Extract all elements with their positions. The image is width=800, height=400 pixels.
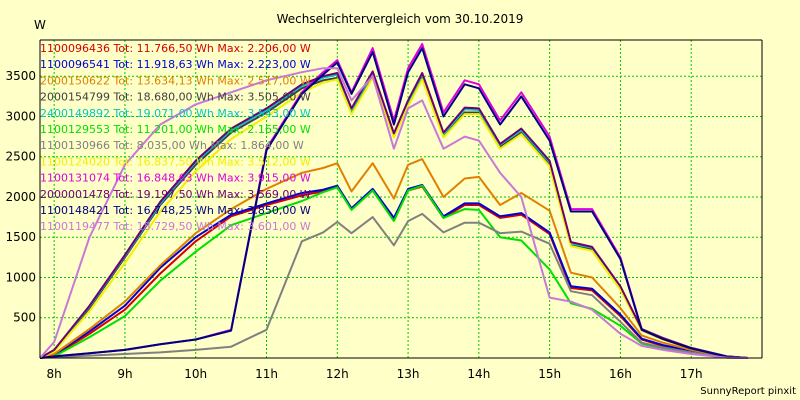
- legend-entry-1100129553: 1100129553 Tot: 11.201,00 Wh Max: 2.165,…: [40, 123, 311, 136]
- series-line-1100129553: [39, 184, 748, 359]
- series-line-2000001478: [39, 70, 748, 359]
- legend-entry-2000154799: 2000154799 Tot: 18.680,00 Wh Max: 3.505,…: [40, 91, 311, 104]
- x-tick-label: 13h: [397, 367, 420, 381]
- x-tick-label: 17h: [680, 367, 703, 381]
- series-line-1100148421: [39, 47, 748, 359]
- legend-entry-1100119477: 1100119477 Tot: 18.729,50 Wh Max: 3.601,…: [40, 220, 311, 233]
- x-tick-label: 16h: [609, 367, 632, 381]
- footer-credit: SunnyReport pinxit: [700, 386, 796, 397]
- chart-title: Wechselrichtervergleich vom 30.10.2019: [277, 12, 524, 26]
- x-axis-ticks: 8h 9h 10h 11h 12h 13h 14h 15h 16h 17h: [47, 367, 703, 381]
- series-line-1100096541: [39, 183, 748, 359]
- series-line-1100130966: [39, 212, 748, 359]
- y-tick-label: 2000: [5, 190, 36, 204]
- x-tick-label: 10h: [184, 367, 207, 381]
- legend-entry-2000001478: 2000001478 Tot: 19.197,50 Wh Max: 3.569,…: [40, 188, 311, 201]
- y-tick-label: 500: [13, 311, 36, 325]
- y-tick-label: 1500: [5, 230, 36, 244]
- series-line-1100119477: [39, 67, 748, 359]
- x-tick-label: 11h: [255, 367, 278, 381]
- legend-entry-1100096541: 1100096541 Tot: 11.918,63 Wh Max: 2.223,…: [40, 58, 311, 71]
- grid: [40, 40, 762, 358]
- x-tick-label: 8h: [47, 367, 62, 381]
- legend: 1100096436 Tot: 11.766,50 Wh Max: 2.206,…: [40, 42, 311, 233]
- y-tick-label: 3500: [5, 69, 36, 83]
- series-line-2000150622: [39, 158, 748, 359]
- x-tick-label: 9h: [117, 367, 132, 381]
- y-tick-label: 1000: [5, 270, 36, 284]
- legend-entry-1100124020: 1100124020 Tot: 16.837,50 Wh Max: 3.512,…: [40, 155, 311, 168]
- x-tick-label: 15h: [538, 367, 561, 381]
- legend-entry-1100131074: 1100131074 Tot: 16.848,63 Wh Max: 3.915,…: [40, 172, 311, 185]
- legend-entry-1100096436: 1100096436 Tot: 11.766,50 Wh Max: 2.206,…: [40, 42, 311, 55]
- legend-entry-1100148421: 1100148421 Tot: 16.748,25 Wh Max: 3.850,…: [40, 204, 311, 217]
- x-tick-label: 12h: [326, 367, 349, 381]
- series-line-1100124020: [39, 76, 748, 359]
- series-lines: [39, 43, 748, 359]
- y-axis-unit: W: [34, 18, 46, 32]
- y-tick-label: 3000: [5, 109, 36, 123]
- legend-entry-2000150622: 2000150622 Tot: 13.634,13 Wh Max: 2.517,…: [40, 74, 311, 87]
- y-tick-label: 2500: [5, 150, 36, 164]
- legend-entry-2400149892: 2400149892 Tot: 19.071,00 Wh Max: 3.543,…: [40, 107, 311, 120]
- y-axis-ticks: 500 1000 1500 2000 2500 3000 3500: [5, 69, 36, 325]
- legend-entry-1100130966: 1100130966 Tot: 8.035,00 Wh Max: 1.864,0…: [40, 139, 304, 152]
- x-tick-label: 14h: [467, 367, 490, 381]
